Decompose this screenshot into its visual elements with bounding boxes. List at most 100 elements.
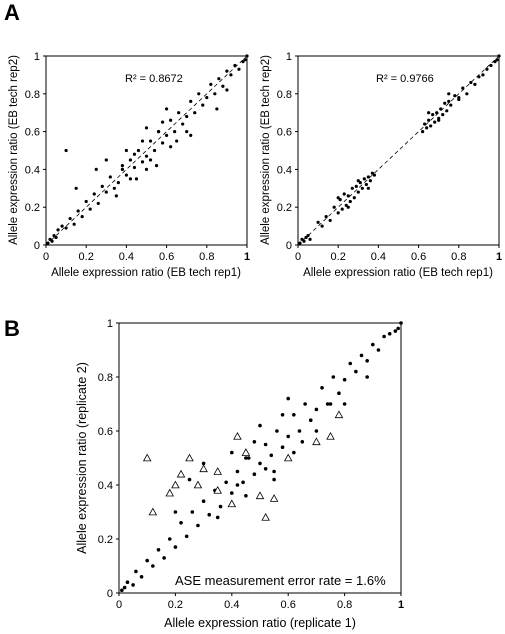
data-point — [359, 353, 364, 358]
data-point — [218, 504, 223, 509]
data-point — [447, 99, 451, 103]
x-tick-label: 0.4 — [119, 251, 134, 263]
data-point-triangle — [255, 491, 265, 500]
data-point — [360, 186, 364, 190]
data-point — [108, 175, 112, 179]
y-tick-label: 0.6 — [25, 127, 40, 139]
data-point — [481, 73, 485, 77]
data-point — [286, 434, 291, 439]
data-point — [76, 209, 80, 213]
data-point — [366, 175, 370, 179]
data-point — [342, 377, 347, 382]
data-point — [272, 469, 276, 474]
data-point — [173, 545, 178, 549]
data-point — [207, 512, 212, 517]
data-point — [64, 226, 68, 230]
error-rate-annotation: ASE measurement error rate = 1.6% — [175, 573, 386, 588]
data-point-triangle — [269, 494, 279, 502]
y-tick-label: 1 — [107, 318, 113, 330]
data-point — [48, 237, 52, 241]
identity-line — [45, 55, 248, 246]
x-tick-label: 1 — [398, 599, 404, 611]
y-tick-label: 0.2 — [98, 534, 113, 546]
data-point — [94, 167, 98, 171]
data-point — [433, 120, 437, 124]
data-point — [244, 494, 248, 498]
data-point — [196, 523, 200, 528]
data-point — [230, 491, 234, 495]
data-point-triangle — [148, 507, 158, 516]
data-point — [165, 133, 169, 137]
data-point — [308, 418, 313, 423]
data-point — [84, 199, 88, 204]
data-point — [427, 111, 431, 115]
data-point — [354, 369, 358, 374]
data-point — [372, 173, 376, 177]
data-point — [275, 429, 279, 433]
data-point — [346, 205, 350, 209]
x-tick-label: 0.2 — [79, 251, 94, 263]
data-point — [136, 148, 141, 153]
data-point — [300, 237, 304, 241]
data-point — [165, 107, 169, 111]
data-point — [473, 82, 477, 86]
data-point — [128, 158, 133, 162]
data-point — [122, 585, 127, 590]
x-tick-label: 0.6 — [159, 251, 174, 263]
data-point — [201, 499, 206, 504]
data-point — [342, 402, 347, 406]
data-point — [469, 80, 473, 85]
data-point — [177, 111, 181, 115]
data-point — [167, 537, 172, 541]
y-axis-label: Allele expression ratio (replicate 2) — [75, 362, 89, 554]
data-point — [233, 63, 237, 68]
data-point — [292, 450, 296, 455]
data-point — [477, 75, 481, 79]
data-point — [356, 179, 360, 183]
data-point — [120, 588, 124, 593]
data-point-triangle — [185, 453, 194, 462]
data-point — [197, 92, 201, 96]
plot-frame — [297, 55, 500, 246]
data-point — [495, 58, 499, 62]
data-point-triangle — [171, 480, 180, 489]
data-point — [421, 130, 425, 134]
data-point — [387, 332, 392, 336]
x-tick-label: 0.4 — [371, 251, 386, 263]
data-point — [173, 130, 177, 134]
data-point-triangle — [334, 410, 344, 419]
data-point — [189, 133, 193, 137]
data-point — [258, 423, 262, 428]
data-point — [427, 118, 431, 122]
x-tick-label: 0.6 — [281, 599, 296, 611]
data-point-triangle — [142, 453, 152, 462]
data-point — [348, 361, 353, 366]
data-point — [54, 235, 58, 240]
data-point — [88, 207, 92, 211]
data-point — [132, 152, 137, 156]
data-point — [215, 515, 220, 520]
data-point — [230, 450, 234, 455]
data-point — [337, 391, 341, 396]
data-point — [160, 141, 165, 145]
data-point — [269, 453, 274, 458]
data-point — [184, 534, 189, 539]
data-point — [235, 483, 240, 487]
panel-label-a: A — [4, 0, 20, 25]
data-point — [352, 196, 356, 200]
data-point-triangle — [227, 499, 237, 508]
data-point-triangle — [261, 512, 270, 521]
scatter-chart-a-left: 0 0.2 0.4 0.6 0.8 1 0 0.2 0.4 0.6 0.8 1 R² = 0.8672… — [8, 51, 250, 279]
data-point — [134, 177, 139, 181]
data-point — [209, 82, 213, 86]
data-point — [64, 148, 68, 153]
data-point — [437, 118, 441, 122]
data-point — [173, 510, 178, 514]
data-point — [225, 69, 229, 73]
x-tick-label: 0.2 — [168, 599, 183, 611]
data-point — [324, 215, 328, 219]
data-point — [187, 477, 192, 482]
data-point — [364, 182, 368, 187]
data-point — [124, 148, 128, 153]
data-point — [332, 205, 336, 209]
